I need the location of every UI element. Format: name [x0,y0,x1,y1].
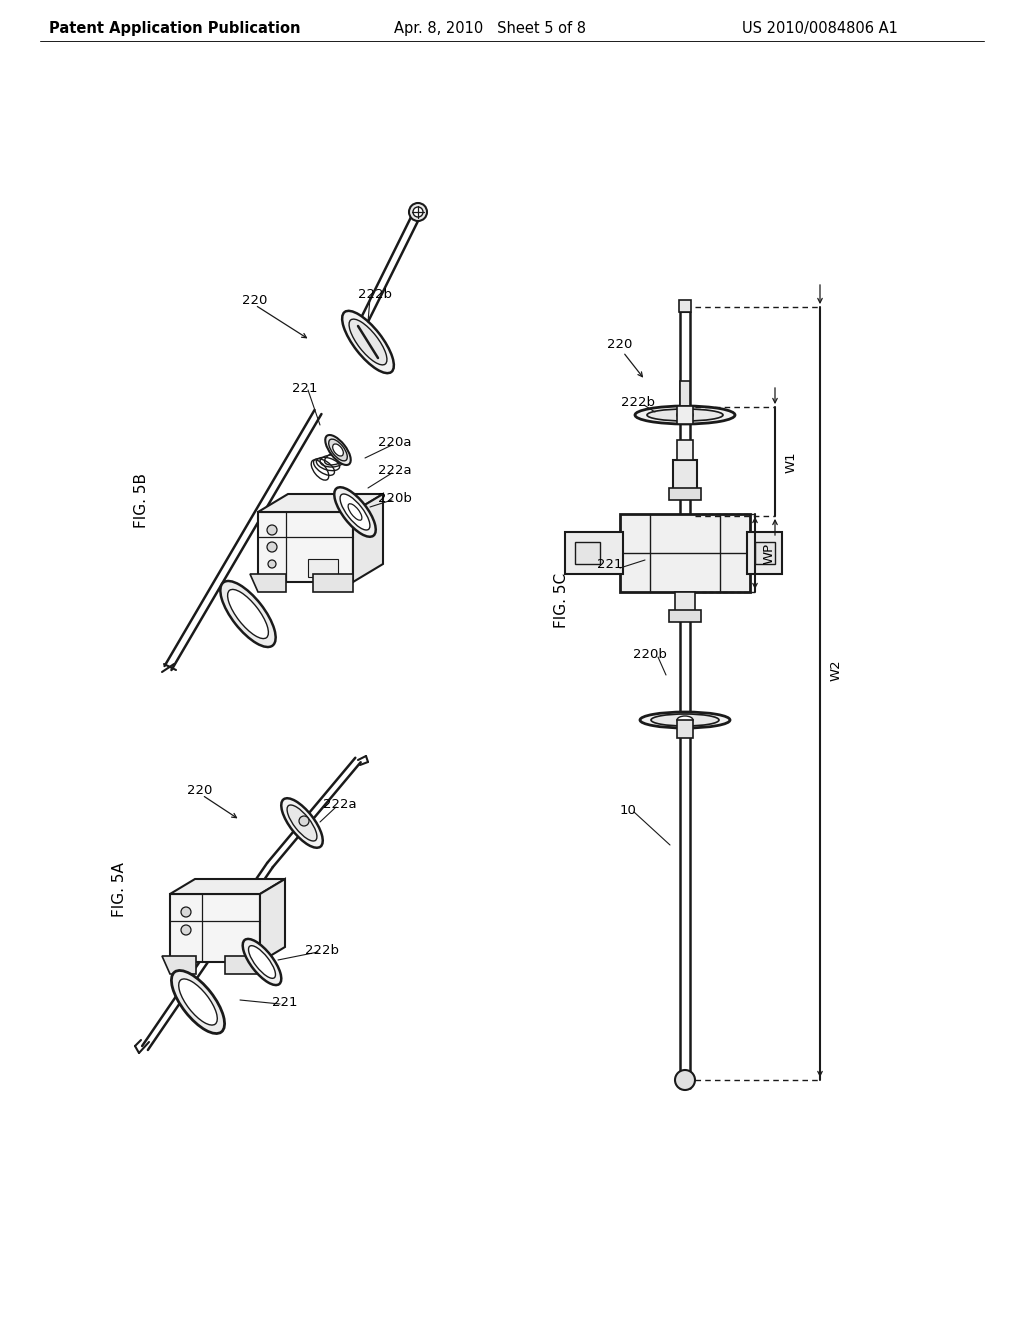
Bar [677,407,693,424]
Ellipse shape [640,711,730,729]
Ellipse shape [349,319,387,364]
Polygon shape [258,494,383,512]
Text: 220b: 220b [378,491,412,504]
Circle shape [181,907,191,917]
Text: 221: 221 [292,381,317,395]
Ellipse shape [282,799,323,847]
Bar [575,543,600,564]
Text: W2: W2 [829,659,843,681]
Text: 222a: 222a [378,463,412,477]
Bar [673,459,697,490]
Bar [565,532,623,574]
Circle shape [299,816,309,826]
Text: Apr. 8, 2010   Sheet 5 of 8: Apr. 8, 2010 Sheet 5 of 8 [394,21,586,36]
Ellipse shape [348,504,361,520]
Text: 222a: 222a [324,799,356,812]
Circle shape [181,925,191,935]
Text: W1: W1 [784,451,798,473]
Ellipse shape [179,979,217,1026]
Ellipse shape [635,407,735,424]
Text: 220: 220 [607,338,633,351]
Bar [755,543,775,564]
Text: 220: 220 [243,293,267,306]
Circle shape [675,1071,695,1090]
Circle shape [267,543,278,552]
Bar [620,513,750,591]
Text: 220: 220 [187,784,213,796]
Bar [677,719,693,738]
Text: WP: WP [763,543,775,564]
Circle shape [413,207,423,216]
Text: 220a: 220a [378,436,412,449]
Ellipse shape [329,440,347,461]
Text: 221: 221 [597,558,623,572]
Ellipse shape [333,444,343,455]
Ellipse shape [677,411,693,420]
Bar [170,894,260,962]
Polygon shape [225,956,260,974]
Text: FIG. 5B: FIG. 5B [134,473,150,528]
Text: FIG. 5A: FIG. 5A [113,862,128,917]
Bar [679,300,691,312]
Bar [677,440,693,459]
Ellipse shape [220,581,275,647]
Ellipse shape [227,590,268,639]
Text: US 2010/0084806 A1: US 2010/0084806 A1 [742,21,898,36]
Bar [258,512,353,582]
Ellipse shape [171,970,224,1034]
Bar [746,532,782,574]
Ellipse shape [647,409,723,421]
Ellipse shape [342,310,394,374]
Ellipse shape [243,939,282,985]
Ellipse shape [326,436,351,465]
Bar [675,591,695,612]
Text: 222b: 222b [305,944,339,957]
Bar [680,381,690,407]
Ellipse shape [677,715,693,723]
Ellipse shape [334,487,376,537]
Circle shape [409,203,427,220]
Text: 10: 10 [620,804,637,817]
Ellipse shape [287,805,317,841]
Circle shape [267,525,278,535]
Text: 221: 221 [272,995,298,1008]
Bar [308,558,338,577]
Polygon shape [170,879,285,894]
Polygon shape [353,494,383,582]
Text: Patent Application Publication: Patent Application Publication [49,21,301,36]
Text: 222b: 222b [358,289,392,301]
Circle shape [268,560,276,568]
Polygon shape [260,879,285,962]
Bar [669,488,701,500]
Text: 222b: 222b [621,396,655,408]
Ellipse shape [340,494,370,531]
Bar [669,610,701,622]
Ellipse shape [249,945,275,978]
Text: 220b: 220b [633,648,667,661]
Ellipse shape [651,714,719,726]
Polygon shape [162,956,196,974]
Polygon shape [250,574,286,591]
Polygon shape [313,574,353,591]
Text: FIG. 5C: FIG. 5C [555,573,569,627]
